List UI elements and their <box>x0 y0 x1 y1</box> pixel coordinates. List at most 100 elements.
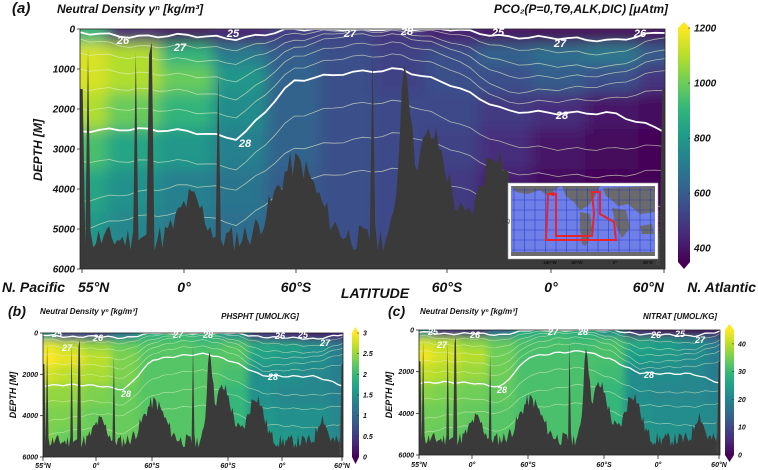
heatmap-cell <box>585 93 640 130</box>
heatmap-cell <box>83 405 113 430</box>
heatmap-cell <box>159 65 214 94</box>
heatmap-cell <box>532 43 587 66</box>
panel-b-variable-title: PHSPHT [UMOL/KG] <box>221 312 299 321</box>
heatmap-cell <box>319 65 374 94</box>
heatmap-cell <box>319 129 374 170</box>
panel-a-density-title: Neutral Density γⁿ [kg/m³] <box>57 2 204 16</box>
colorbar-tick-label: 30 <box>738 369 746 376</box>
heatmap-cell <box>432 382 462 404</box>
colorbar-gradient <box>725 330 734 455</box>
heatmap-cell <box>419 348 434 365</box>
density-contour <box>419 331 720 358</box>
x-tick-label: 55°N <box>35 462 52 470</box>
y-tick-label: 0 <box>34 330 38 337</box>
contour-label: 28 <box>267 372 278 382</box>
heatmap-cell <box>138 333 167 342</box>
heatmap-cell <box>212 43 268 66</box>
heatmap-cell <box>111 405 140 430</box>
density-contour <box>43 333 343 354</box>
density-contour <box>80 33 665 83</box>
inset-lon-tick: 180°W <box>543 260 557 265</box>
heatmap-cell <box>460 402 489 427</box>
colorbar-tick-label: 400 <box>693 244 711 255</box>
panel-c-density-title: Neutral Density γⁿ [kg/m³] <box>420 307 518 316</box>
heatmap-cell <box>302 333 331 342</box>
heatmap-cell <box>159 129 214 170</box>
contour-label: 26 <box>92 333 104 343</box>
colorbar-max-arrow <box>725 324 734 330</box>
heatmap-cell <box>329 405 343 430</box>
heatmap-cell <box>596 363 626 384</box>
heatmap-cell <box>274 333 304 342</box>
heatmap-cell <box>165 333 194 342</box>
heatmap-cell <box>266 43 321 66</box>
colorbar-tick-label: 1000 <box>694 79 717 90</box>
heatmap-cell <box>220 351 249 368</box>
heatmap-cell <box>329 340 343 353</box>
heatmap-cell <box>706 382 720 404</box>
panel-c-section-plot: 25 26 27 27 28 26 25 27 28 28 0 2000 4000 6000 55°N 0° 6… <box>397 324 746 469</box>
heatmap-cell <box>111 366 140 386</box>
panel-label-c: (c) <box>388 303 405 319</box>
heatmap-cell <box>138 340 167 353</box>
plot-frame <box>418 329 721 456</box>
heatmap-cell <box>302 351 331 368</box>
y-tick-label: 0 <box>69 25 75 36</box>
colorbar-tick-label: 0.5 <box>363 434 373 441</box>
contour-label: 28 <box>400 26 414 38</box>
inset-track-start <box>551 192 555 196</box>
heatmap-cell <box>678 348 708 365</box>
heatmap-cell <box>111 340 140 353</box>
x-tick-label: 60°S <box>144 462 160 470</box>
heatmap-cell <box>43 333 58 342</box>
colorbar-min-arrow <box>678 262 690 269</box>
heatmap-cell <box>478 29 534 44</box>
contour-label: 28 <box>238 138 252 150</box>
heatmap-cell <box>514 348 544 365</box>
panel-a-ylabel: DEPTH [M] <box>31 118 45 181</box>
heatmap-cell <box>247 340 276 353</box>
x-tick-label: 55°N <box>78 279 110 295</box>
colorbar-tick-label: 2 <box>362 372 367 379</box>
section-end-label: N. Atlantic <box>687 279 756 295</box>
heatmap-cell <box>478 93 534 130</box>
x-tick-label: 60°S <box>281 279 312 295</box>
colorbar-gradient <box>352 333 359 457</box>
heatmap-cell <box>514 337 544 350</box>
bathymetry <box>419 337 720 455</box>
colorbar-gradient <box>678 28 690 262</box>
heatmap-cell <box>111 333 140 342</box>
heatmap-cell <box>514 330 544 339</box>
heatmap-cell <box>165 405 194 430</box>
heatmap-cell <box>651 382 680 404</box>
heatmap-cell <box>432 337 462 350</box>
heatmap-cell <box>706 337 720 350</box>
heatmap-cell <box>56 366 85 386</box>
panel-a-variable-title: PCO₂(P=0,TΘ,ALK,DIC) [μAtm] <box>494 2 669 16</box>
heatmap-cell <box>460 382 489 404</box>
heatmap-cell <box>212 169 268 214</box>
inset-eq-label: EQ <box>503 219 510 225</box>
contour-label: 27 <box>172 330 184 340</box>
heatmap-cell <box>532 65 587 94</box>
heatmap-cell <box>274 384 304 407</box>
density-contour-major <box>80 29 665 43</box>
panel-a-xlabel: LATITUDE <box>341 285 410 301</box>
heatmap-cell <box>83 351 113 368</box>
contour-label: 28 <box>120 389 131 399</box>
contour-label: 27 <box>436 340 448 350</box>
heatmap-cell <box>596 330 626 339</box>
heatmap-cell <box>372 93 427 130</box>
heatmap-cell <box>302 384 331 407</box>
inset-lon-tick: 90°W <box>571 260 583 265</box>
colorbar: 1200 1000 800 600 400 <box>678 22 717 269</box>
contour-label: 25 <box>51 329 63 339</box>
contour-label: 25 <box>674 329 686 339</box>
heatmap-cell <box>56 351 85 368</box>
y-tick-label: 2000 <box>21 372 38 379</box>
heatmap-cell <box>83 384 113 407</box>
colorbar-tick-label: 1200 <box>694 24 717 35</box>
heatmap-cell <box>706 402 720 427</box>
